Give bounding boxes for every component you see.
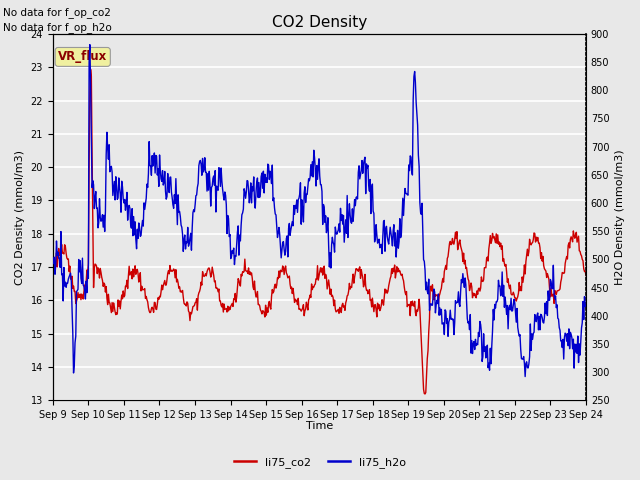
Text: VR_flux: VR_flux [58, 50, 108, 63]
Y-axis label: H2O Density (mmol/m3): H2O Density (mmol/m3) [615, 149, 625, 285]
Text: No data for f_op_co2: No data for f_op_co2 [3, 7, 111, 18]
Text: No data for f_op_h2o: No data for f_op_h2o [3, 22, 112, 33]
X-axis label: Time: Time [306, 421, 333, 432]
Y-axis label: CO2 Density (mmol/m3): CO2 Density (mmol/m3) [15, 150, 25, 285]
Title: CO2 Density: CO2 Density [272, 15, 367, 30]
Legend: li75_co2, li75_h2o: li75_co2, li75_h2o [230, 452, 410, 472]
